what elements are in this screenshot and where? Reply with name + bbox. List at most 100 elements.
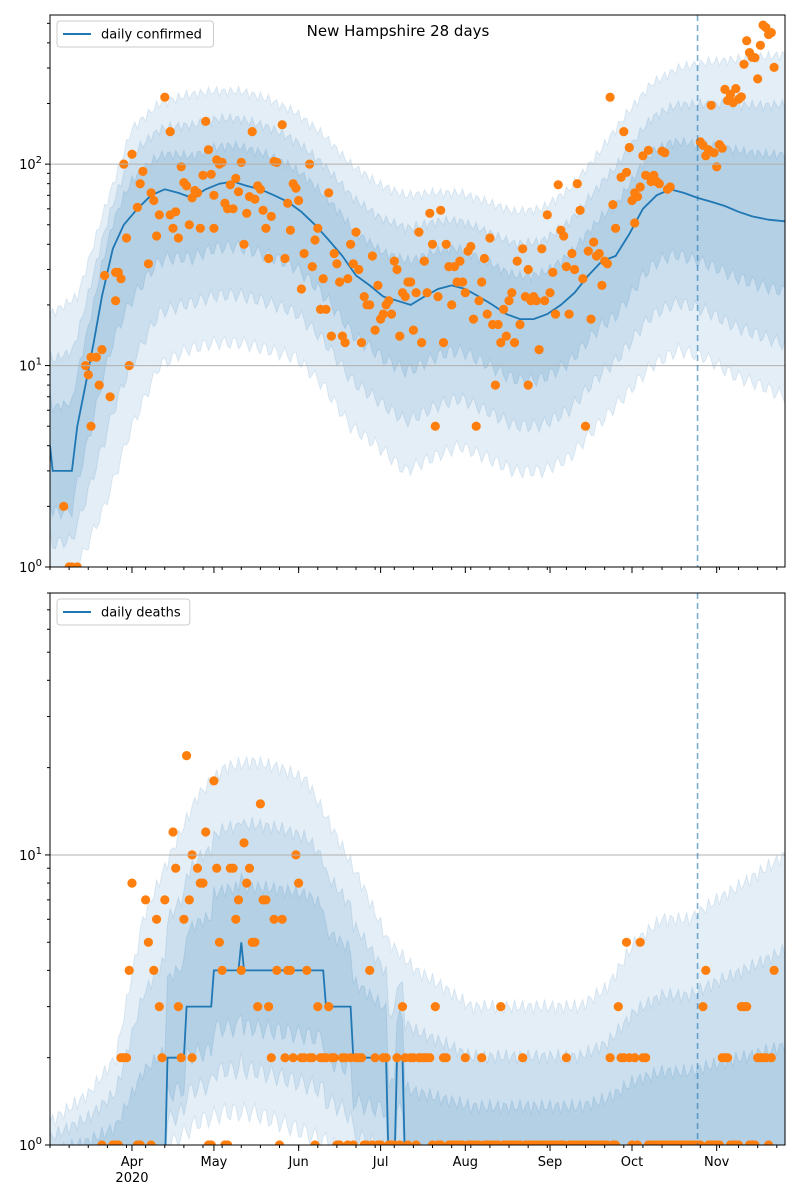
data-point [217,157,227,167]
x-tick-label: Jul [372,1155,389,1170]
data-point [209,190,219,200]
data-point [427,239,438,249]
y-axis: 100 101 [19,592,50,1154]
x-year-label: 2020 [115,1171,148,1186]
data-point [474,296,484,306]
legend-label: daily deaths [101,606,181,621]
data-point [417,338,427,348]
data-point [206,169,216,179]
data-point [466,241,476,252]
data-point [288,1053,298,1063]
data-point [111,296,121,306]
data-point [310,235,320,245]
data-point [214,937,224,947]
data-point [537,244,547,254]
data-point [283,198,293,208]
data-point [578,274,588,284]
median-line [50,180,785,472]
x-axis: Apr May Jun Jul Aug Sep Oct Nov 2020 [49,1145,778,1186]
data-point [179,914,189,924]
data-point [217,965,227,976]
data-point [630,218,640,228]
data-point [460,1053,470,1063]
data-point [141,895,151,905]
data-point [750,1140,760,1145]
data-point [173,233,183,243]
observations [59,20,779,567]
data-point [386,309,397,319]
data-point [296,284,306,294]
legend: daily confirmed [56,20,214,48]
data-point [425,1053,435,1063]
data-point [152,231,162,241]
data-point [545,288,555,298]
data-point [430,421,440,431]
x-tick-label: Jun [287,1155,308,1170]
data-point [228,204,238,214]
data-point [619,127,629,137]
data-point [135,179,145,189]
data-point [534,345,544,355]
data-point [654,179,664,189]
data-point [608,200,618,210]
uncertainty-band-1 [50,755,785,1145]
data-point [621,937,632,947]
data-point [589,237,599,247]
data-point [91,352,101,362]
data-point [411,1140,421,1145]
data-point [723,1053,733,1063]
data-point [135,1140,145,1145]
data-point [438,338,449,348]
data-point [550,309,561,319]
data-point [766,1053,776,1063]
data-point [493,319,503,330]
data-point [725,89,736,99]
data-point [499,304,509,314]
data-point [138,166,148,176]
data-point [176,1053,186,1063]
data-point [86,421,96,431]
data-point [602,259,613,269]
data-point [605,1053,615,1063]
data-point [285,225,295,235]
data-point [367,251,377,261]
median-line [164,942,406,1145]
confirmed-panel: 100 101 102 daily confirmed [19,14,786,576]
data-point [192,188,203,198]
data-point [712,162,722,172]
data-point [354,264,364,275]
x-tick-label: Nov [704,1155,730,1170]
data-point [143,937,153,947]
data-point [507,288,517,298]
data-point [734,1140,744,1145]
data-point [490,380,500,390]
data-point [233,895,244,905]
data-point [632,192,643,202]
data-point [496,338,506,348]
data-point [624,142,634,153]
data-point [192,863,203,873]
data-point [766,27,776,38]
data-point [709,148,719,158]
data-point [441,1053,451,1063]
data-point [264,1002,274,1012]
data-point [236,157,246,167]
data-point [113,1140,123,1145]
data-point [266,211,276,221]
data-point [395,1140,405,1145]
data-point [643,145,654,155]
data-point [441,239,451,249]
data-point [228,863,238,873]
data-point [182,751,192,761]
data-point [233,187,244,197]
data-point [127,878,137,888]
y-tick-label: 100 [19,1136,42,1154]
data-point [157,1053,167,1063]
data-point [447,300,457,310]
data-point [332,259,342,269]
data-point [406,277,416,287]
y-tick-label: 102 [19,155,42,173]
deaths-panel: 100 101 Apr May Jun Jul Aug Sep Oct Nov 2020 daily … [19,592,786,1186]
data-point [335,277,345,287]
data-point [294,878,304,888]
